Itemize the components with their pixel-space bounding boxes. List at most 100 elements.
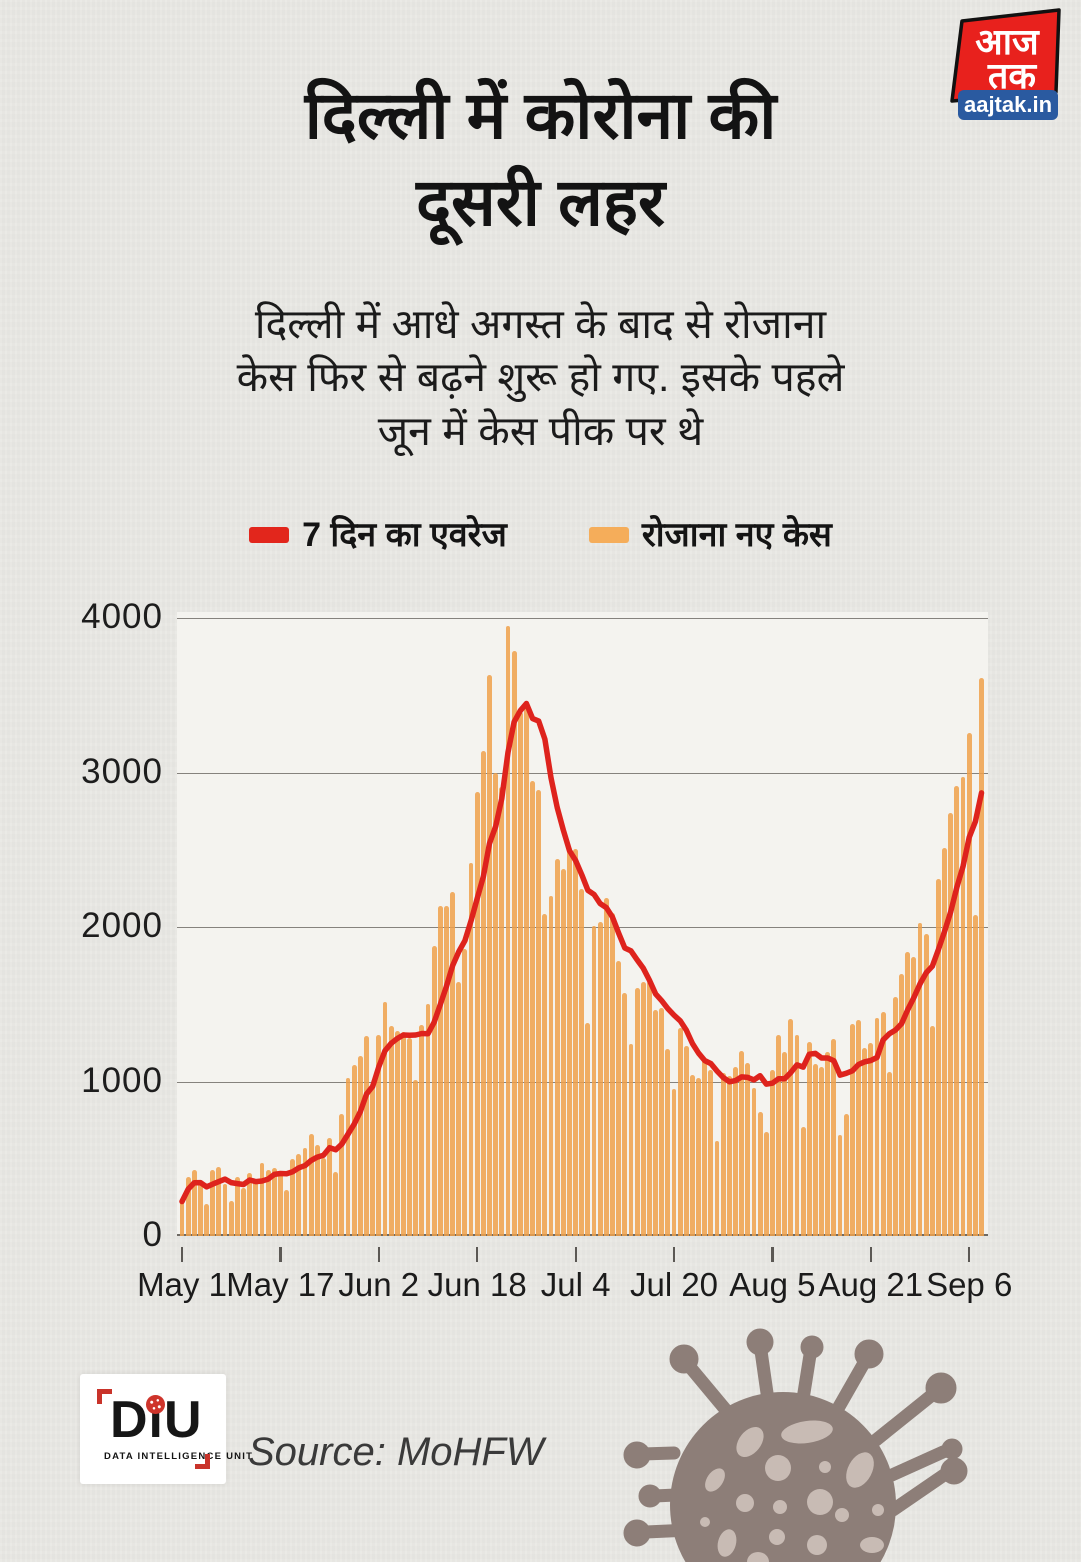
bar-day-80 <box>671 1088 677 1236</box>
bar-day-72 <box>622 992 628 1236</box>
bar-day-95 <box>763 1131 769 1236</box>
bar-day-41 <box>431 946 437 1236</box>
bar-day-94 <box>757 1111 763 1236</box>
bar-day-4 <box>204 1204 210 1236</box>
bar-day-61 <box>554 858 560 1236</box>
bar-day-74 <box>634 987 640 1236</box>
bar-day-105 <box>825 1051 831 1236</box>
x-tick-label-Jul-20: Jul 20 <box>629 1266 719 1303</box>
bar-day-31 <box>370 1083 376 1236</box>
average-line-series <box>179 700 985 1205</box>
bar-day-81 <box>677 1027 683 1236</box>
diu-bracket-topleft-icon <box>97 1389 112 1404</box>
legend-item-daily-cases: रोजाना नए केस <box>588 510 832 560</box>
bar-day-24 <box>327 1137 333 1236</box>
bar-day-28 <box>351 1065 357 1236</box>
bar-day-87 <box>714 1141 720 1236</box>
bar-day-36 <box>400 1032 406 1236</box>
bar-day-44 <box>450 892 456 1236</box>
bar-day-45 <box>456 981 462 1236</box>
bar-day-58 <box>536 789 542 1236</box>
bar-day-63 <box>567 846 572 1236</box>
bar-day-71 <box>616 960 622 1236</box>
bar-day-40 <box>425 1004 431 1236</box>
bar-day-38 <box>413 1080 419 1236</box>
bar-day-99 <box>788 1019 794 1236</box>
aajtak-logo: आज तक aajtak.in <box>950 8 1061 120</box>
coronavirus-icon <box>623 1328 968 1562</box>
y-tick-label-2000: 2000 <box>81 906 163 946</box>
average-line <box>179 700 985 1205</box>
page-title: दिल्ली में कोरोना की दूसरी लहर <box>304 78 777 240</box>
bar-day-6 <box>216 1166 222 1236</box>
bar-day-23 <box>321 1157 326 1236</box>
bar-day-26 <box>339 1113 345 1236</box>
bar-day-47 <box>468 863 474 1236</box>
bar-day-68 <box>597 921 603 1236</box>
bar-day-37 <box>407 1037 412 1236</box>
bar-day-109 <box>849 1023 855 1236</box>
aajtak-site-label[interactable]: aajtak.in <box>964 92 1052 117</box>
bar-day-35 <box>394 1030 400 1236</box>
bar-day-9 <box>234 1177 240 1236</box>
bar-day-97 <box>776 1035 781 1236</box>
bar-day-77 <box>653 1010 658 1236</box>
bar-day-49 <box>480 751 486 1236</box>
bar-day-16 <box>277 1170 283 1236</box>
x-tick-mark-Aug-5 <box>771 1247 774 1262</box>
x-tick-label-May-1: May 1 <box>137 1266 227 1303</box>
bar-day-118 <box>905 951 911 1236</box>
bar-day-112 <box>868 1042 874 1236</box>
bar-day-52 <box>499 786 505 1236</box>
bar-day-102 <box>806 1041 812 1236</box>
bar-day-111 <box>862 1048 868 1236</box>
legend-bar-label: रोजाना नए केस <box>641 516 832 554</box>
y-tick-label-0: 0 <box>142 1215 163 1255</box>
x-tick-mark-Jul-20 <box>673 1247 676 1262</box>
y-tick-label-1000: 1000 <box>81 1060 163 1100</box>
bar-day-1 <box>185 1176 191 1236</box>
y-axis: 0 1000 2000 3000 4000 <box>38 0 163 1562</box>
bar-day-108 <box>843 1114 849 1236</box>
bar-day-120 <box>917 923 923 1236</box>
diu-logo: DiU DATA INTELLIGENCE UNIT <box>80 1374 252 1484</box>
diu-tagline: DATA INTELLIGENCE UNIT <box>104 1451 254 1462</box>
bar-day-59 <box>542 914 548 1236</box>
bar-day-15 <box>271 1168 277 1236</box>
bar-day-21 <box>308 1134 314 1236</box>
bar-day-2 <box>191 1170 197 1236</box>
bar-day-91 <box>739 1051 745 1236</box>
bar-day-13 <box>259 1163 265 1236</box>
bar-day-29 <box>357 1056 363 1236</box>
y-tick-label-4000: 4000 <box>81 597 163 637</box>
bar-day-122 <box>929 1026 935 1236</box>
bar-day-73 <box>628 1043 634 1236</box>
bar-day-8 <box>228 1201 234 1236</box>
diu-brain-dot-icon <box>146 1395 165 1414</box>
bar-day-100 <box>794 1035 800 1236</box>
x-tick-label-Jun-2: Jun 2 <box>338 1266 420 1303</box>
bar-day-20 <box>302 1147 308 1236</box>
bar-day-51 <box>493 772 499 1236</box>
gridline-3000 <box>177 773 988 774</box>
bar-day-48 <box>474 791 480 1236</box>
bar-day-34 <box>388 1026 394 1236</box>
bar-day-90 <box>733 1067 738 1236</box>
bar-day-123 <box>936 878 941 1236</box>
x-tick-mark-Jul-4 <box>574 1247 577 1262</box>
bar-day-30 <box>364 1035 369 1236</box>
x-tick-label-May-17: May 17 <box>226 1266 335 1303</box>
bar-day-130 <box>979 678 984 1236</box>
bar-day-17 <box>284 1189 289 1236</box>
x-tick-label-Jul-4: Jul 4 <box>540 1266 611 1303</box>
x-tick-label-Sep-6: Sep 6 <box>926 1266 1013 1303</box>
bar-day-70 <box>610 913 615 1236</box>
bar-day-25 <box>333 1172 339 1236</box>
bar-day-98 <box>782 1051 788 1236</box>
bar-day-46 <box>462 948 468 1236</box>
legend-bar-swatch <box>588 527 629 543</box>
aajtak-logo-text-1: आज <box>975 21 1040 62</box>
bar-day-66 <box>585 1022 591 1236</box>
bar-day-75 <box>640 981 646 1236</box>
bar-day-103 <box>813 1064 818 1236</box>
